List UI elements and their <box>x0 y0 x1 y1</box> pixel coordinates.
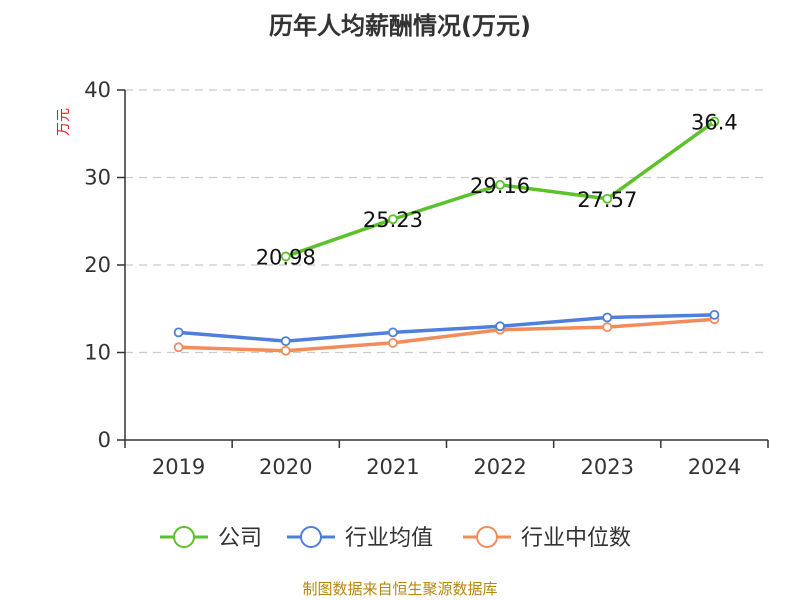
data-point <box>280 251 291 262</box>
x-tick-label: 2024 <box>688 455 741 479</box>
data-label: 36.4 <box>691 111 738 135</box>
source-note: 制图数据来自恒生聚源数据库 <box>302 580 497 598</box>
data-point <box>709 116 720 127</box>
data-point <box>495 321 505 332</box>
data-point <box>173 327 184 338</box>
series-group <box>173 116 720 356</box>
series-line <box>176 317 717 353</box>
legend-marker <box>300 526 322 548</box>
grid-lines <box>125 89 768 354</box>
data-point <box>602 193 613 204</box>
y-tick-label: 20 <box>84 253 111 277</box>
legend-marker <box>476 526 498 548</box>
data-point <box>602 322 613 333</box>
data-label: 29.16 <box>470 174 530 198</box>
data-label: 20.98 <box>256 245 316 269</box>
data-point <box>280 345 291 356</box>
x-tick-label: 2020 <box>259 455 312 479</box>
y-tick-label: 30 <box>84 166 111 190</box>
y-tick-label: 0 <box>98 428 111 452</box>
series-line <box>176 313 717 343</box>
data-point <box>388 214 398 225</box>
x-tick-label: 2022 <box>473 455 526 479</box>
data-point <box>388 337 398 348</box>
x-tick-label: 2019 <box>152 455 205 479</box>
legend-label: 行业均值 <box>345 526 433 551</box>
legend: 公司 行业均值 行业中位数 <box>160 526 631 551</box>
legend-label: 行业中位数 <box>521 526 631 551</box>
y-tick-label: 40 <box>84 78 111 102</box>
data-point <box>495 179 505 190</box>
y-tick-label: 10 <box>84 341 111 365</box>
x-tick-label: 2023 <box>581 455 634 479</box>
data-point <box>173 342 184 353</box>
axes: 0 10 20 30 40 2019 2020 2021 2022 2023 2024 <box>84 78 769 479</box>
legend-marker <box>173 526 195 548</box>
data-label: 27.57 <box>577 188 637 212</box>
data-point <box>280 336 291 347</box>
y-axis-label: 万元 <box>56 108 72 136</box>
chart-title: 历年人均薪酬情况(万元) <box>269 12 531 40</box>
data-label: 25.23 <box>363 208 423 232</box>
data-point <box>602 312 613 323</box>
data-labels: 20.98 25.23 29.16 27.57 36.4 <box>256 111 738 270</box>
x-tick-label: 2021 <box>366 455 419 479</box>
data-point <box>709 309 720 320</box>
legend-label: 公司 <box>218 526 262 551</box>
data-point <box>388 327 398 338</box>
